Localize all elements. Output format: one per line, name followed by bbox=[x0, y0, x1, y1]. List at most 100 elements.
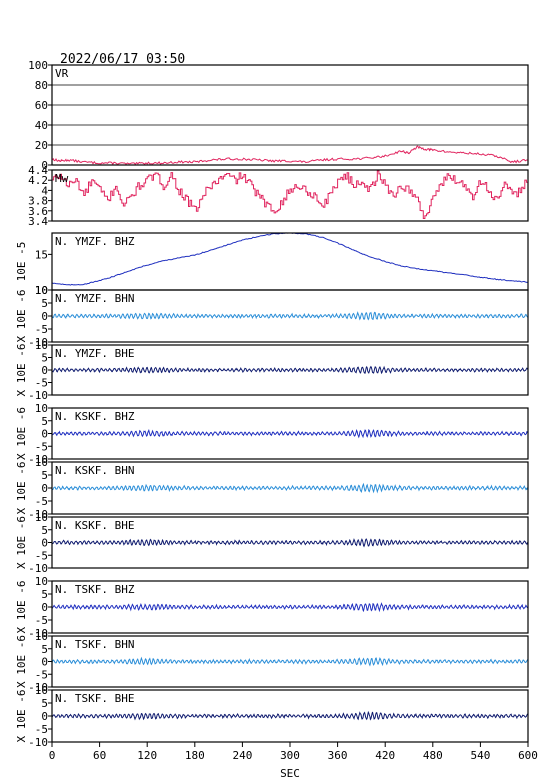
y-tick-label-ymzf-bhn-0: -10 bbox=[28, 336, 48, 349]
y-axis-label-tskf-bhz: X 10E -6 bbox=[15, 581, 28, 634]
y-tick-label-kskf-bhz-1: -5 bbox=[35, 440, 48, 453]
panel-title-tskf-bhn: N. TSKF. BHN bbox=[55, 638, 134, 651]
series-line-tskf-bhe bbox=[51, 710, 529, 721]
y-tick-label-tskf-bhn-0: -10 bbox=[28, 681, 48, 694]
panel-title-kskf-bhn: N. KSKF. BHN bbox=[55, 464, 134, 477]
y-axis-label-ymzf-bhn: X 10E -6 bbox=[15, 290, 28, 343]
y-tick-label-ymzf-bhn-2: 0 bbox=[41, 310, 48, 323]
y-tick-label-vr-1: 20 bbox=[35, 139, 48, 152]
y-tick-label-kskf-bhz-0: -10 bbox=[28, 453, 48, 466]
y-tick-label-ymzf-bhz-1: 15 bbox=[35, 248, 48, 261]
y-tick-label-ymzf-bhn-1: -5 bbox=[35, 323, 48, 336]
panel-title-ymzf-bhz: N. YMZF. BHZ bbox=[55, 235, 135, 248]
y-tick-label-mw-1: 3.6 bbox=[28, 205, 48, 218]
series-line-kskf-bhe bbox=[51, 538, 529, 548]
x-tick-label-9: 540 bbox=[470, 749, 490, 762]
panel-title-kskf-bhe: N. KSKF. BHE bbox=[55, 519, 134, 532]
x-tick-label-2: 120 bbox=[137, 749, 157, 762]
y-tick-label-tskf-bhz-4: 10 bbox=[35, 575, 48, 588]
y-tick-label-ymzf-bhe-3: 5 bbox=[41, 352, 48, 365]
y-tick-label-ymzf-bhn-4: 10 bbox=[35, 284, 48, 297]
y-tick-label-tskf-bhn-2: 0 bbox=[41, 656, 48, 669]
y-tick-label-tskf-bhe-3: 5 bbox=[41, 697, 48, 710]
panel-title-vr: VR bbox=[55, 67, 69, 80]
y-tick-label-ymzf-bhz-0: 10 bbox=[35, 284, 48, 297]
x-tick-label-6: 360 bbox=[328, 749, 348, 762]
y-axis-label-tskf-bhn: X 10E -6 bbox=[15, 635, 28, 688]
panel-title-mw: Mw bbox=[55, 172, 69, 185]
y-tick-label-kskf-bhz-3: 5 bbox=[41, 415, 48, 428]
panel-mw: 3.43.63.844.24.4 Mw bbox=[28, 164, 529, 228]
x-axis-label: SEC bbox=[280, 767, 300, 780]
series-line-tskf-bhz bbox=[51, 602, 529, 613]
y-tick-label-tskf-bhz-0: -10 bbox=[28, 627, 48, 640]
y-tick-label-mw-3: 4 bbox=[41, 184, 48, 197]
y-tick-label-tskf-bhz-2: 0 bbox=[41, 601, 48, 614]
y-axis-label-ymzf-bhe: X 10E -6 bbox=[15, 344, 28, 397]
y-tick-label-mw-0: 3.4 bbox=[28, 215, 48, 228]
y-tick-label-kskf-bhz-2: 0 bbox=[41, 428, 48, 441]
y-axis-label-kskf-bhe: X 10E -6 bbox=[15, 516, 28, 569]
y-tick-label-tskf-bhn-3: 5 bbox=[41, 643, 48, 656]
y-tick-label-ymzf-bhe-4: 10 bbox=[35, 339, 48, 352]
y-tick-label-tskf-bhe-0: -10 bbox=[28, 736, 48, 749]
panel-vr: 0 20 40 60 80 100 VR bbox=[28, 59, 529, 172]
y-tick-label-vr-3: 60 bbox=[35, 99, 48, 112]
panel-title-ymzf-bhn: N. YMZF. BHN bbox=[55, 292, 134, 305]
y-tick-label-tskf-bhz-3: 5 bbox=[41, 588, 48, 601]
y-tick-label-ymzf-bhe-1: -5 bbox=[35, 377, 48, 390]
y-tick-label-kskf-bhe-2: 0 bbox=[41, 537, 48, 550]
x-tick-label-10: 600 bbox=[518, 749, 538, 762]
y-tick-label-kskf-bhe-1: -5 bbox=[35, 549, 48, 562]
y-tick-label-kskf-bhe-3: 5 bbox=[41, 524, 48, 537]
y-tick-label-ymzf-bhe-0: -10 bbox=[28, 389, 48, 402]
series-line-ymzf-bhn bbox=[51, 311, 528, 321]
panel-title-kskf-bhz: N. KSKF. BHZ bbox=[55, 410, 135, 423]
y-tick-label-vr-2: 40 bbox=[35, 119, 48, 132]
figure-datetime: 2022/06/17 03:50 bbox=[60, 52, 185, 67]
y-tick-label-kskf-bhe-4: 10 bbox=[35, 511, 48, 524]
y-tick-label-tskf-bhz-1: -5 bbox=[35, 614, 48, 627]
y-tick-label-kskf-bhn-4: 10 bbox=[35, 456, 48, 469]
y-axis-label-tskf-bhe: X 10E -6 bbox=[15, 690, 28, 743]
y-axis-label-kskf-bhn: X 10E -6 bbox=[15, 462, 28, 515]
x-axis: 0 60 120 180 240 300 360 420 480 540 600 bbox=[49, 742, 538, 762]
series-line-vr bbox=[51, 145, 528, 165]
x-tick-label-0: 0 bbox=[49, 749, 56, 762]
x-tick-label-7: 420 bbox=[375, 749, 395, 762]
plot-frame-mw bbox=[51, 169, 529, 222]
y-tick-label-mw-2: 3.8 bbox=[28, 195, 48, 208]
y-tick-label-mw-4: 4.2 bbox=[28, 174, 48, 187]
y-tick-label-tskf-bhe-2: 0 bbox=[41, 710, 48, 723]
y-tick-label-tskf-bhe-4: 10 bbox=[35, 684, 48, 697]
y-tick-label-tskf-bhn-1: -5 bbox=[35, 668, 48, 681]
x-tick-label-1: 60 bbox=[93, 749, 106, 762]
series-line-kskf-bhn bbox=[51, 482, 529, 494]
y-tick-label-kskf-bhn-0: -10 bbox=[28, 508, 48, 521]
x-tick-label-3: 180 bbox=[185, 749, 205, 762]
y-tick-label-kskf-bhn-2: 0 bbox=[41, 482, 48, 495]
x-tick-label-8: 480 bbox=[423, 749, 443, 762]
panel-title-ymzf-bhe: N. YMZF. BHE bbox=[55, 347, 134, 360]
series-line-ymzf-bhe bbox=[51, 365, 529, 375]
y-tick-label-kskf-bhn-1: -5 bbox=[35, 495, 48, 508]
y-tick-label-ymzf-bhn-3: 5 bbox=[41, 297, 48, 310]
series-line-kskf-bhz bbox=[51, 428, 529, 439]
y-tick-label-tskf-bhn-4: 10 bbox=[35, 630, 48, 643]
y-tick-label-tskf-bhe-1: -5 bbox=[35, 723, 48, 736]
y-axis-label-ymzf-bhz: 10E -5 bbox=[15, 242, 28, 282]
panel-ymzf-bhz: 10 15 N. YMZF. BHZ 10E -5 bbox=[15, 232, 529, 297]
y-tick-label-kskf-bhe-0: -10 bbox=[28, 562, 48, 575]
y-tick-label-ymzf-bhe-2: 0 bbox=[41, 364, 48, 377]
y-tick-label-vr-5: 100 bbox=[28, 59, 48, 72]
y-tick-label-vr-0: 0 bbox=[41, 159, 48, 172]
